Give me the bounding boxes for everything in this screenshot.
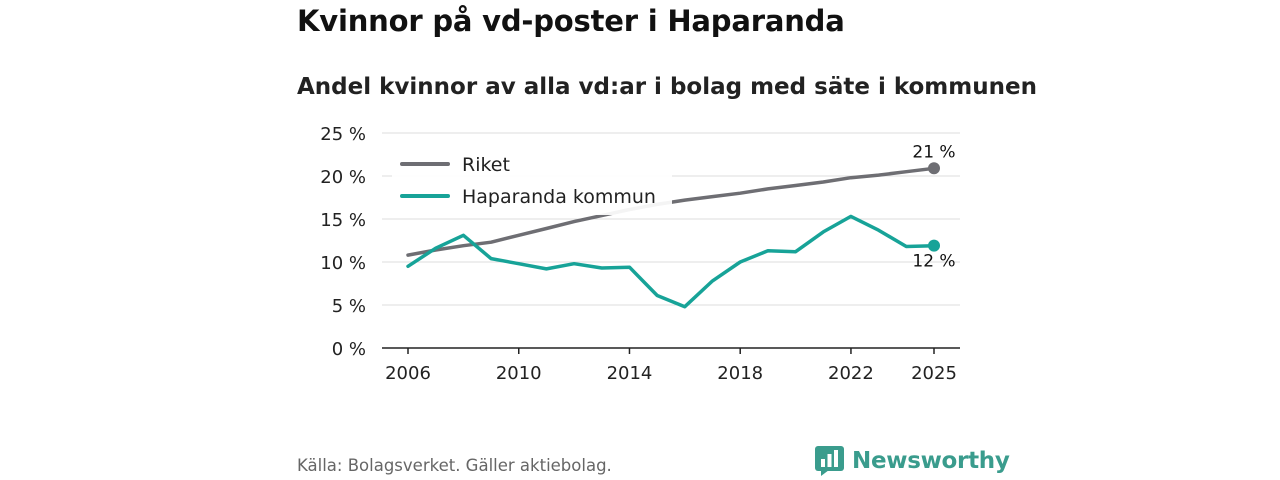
end-label-riket: 21 % xyxy=(912,142,955,162)
axis-layer: 0 % 5 % 10 % 15 % 20 % 25 % 2006 2010 2014 2018 20… xyxy=(320,124,960,384)
x-tick-label: 2022 xyxy=(828,363,874,384)
legend-label: Riket xyxy=(462,154,510,176)
newsworthy-logo[interactable]: Newsworthy xyxy=(815,446,1010,476)
legend-background xyxy=(392,147,672,215)
x-tick-label: 2018 xyxy=(717,363,763,384)
end-labels: 21 % 12 % xyxy=(912,142,955,271)
source-note: Källa: Bolagsverket. Gäller aktiebolag. xyxy=(297,456,612,475)
y-tick-label: 25 % xyxy=(320,124,366,145)
end-point-riket xyxy=(928,162,940,175)
y-tick-label: 0 % xyxy=(332,339,366,360)
y-tick-label: 5 % xyxy=(332,296,366,317)
brand-name: Newsworthy xyxy=(852,448,1010,474)
chart-title: Kvinnor på vd-poster i Haparanda xyxy=(297,4,845,38)
x-tick-label: 2006 xyxy=(385,363,431,384)
y-tick-label: 20 % xyxy=(320,167,366,188)
y-tick-label: 10 % xyxy=(320,253,366,274)
chart-subtitle: Andel kvinnor av alla vd:ar i bolag med … xyxy=(297,74,1037,100)
series-line-haparanda xyxy=(406,214,936,309)
x-tick-label: 2010 xyxy=(496,363,542,384)
legend-label: Haparanda kommun xyxy=(462,186,656,208)
end-label-haparanda: 12 % xyxy=(912,252,955,272)
legend: Riket Haparanda kommun xyxy=(392,147,672,215)
x-tick-label: 2014 xyxy=(607,363,653,384)
newsworthy-chart-icon xyxy=(815,446,844,476)
end-point-haparanda xyxy=(928,239,940,252)
x-tick-label: 2025 xyxy=(911,363,957,384)
y-tick-label: 15 % xyxy=(320,210,366,231)
